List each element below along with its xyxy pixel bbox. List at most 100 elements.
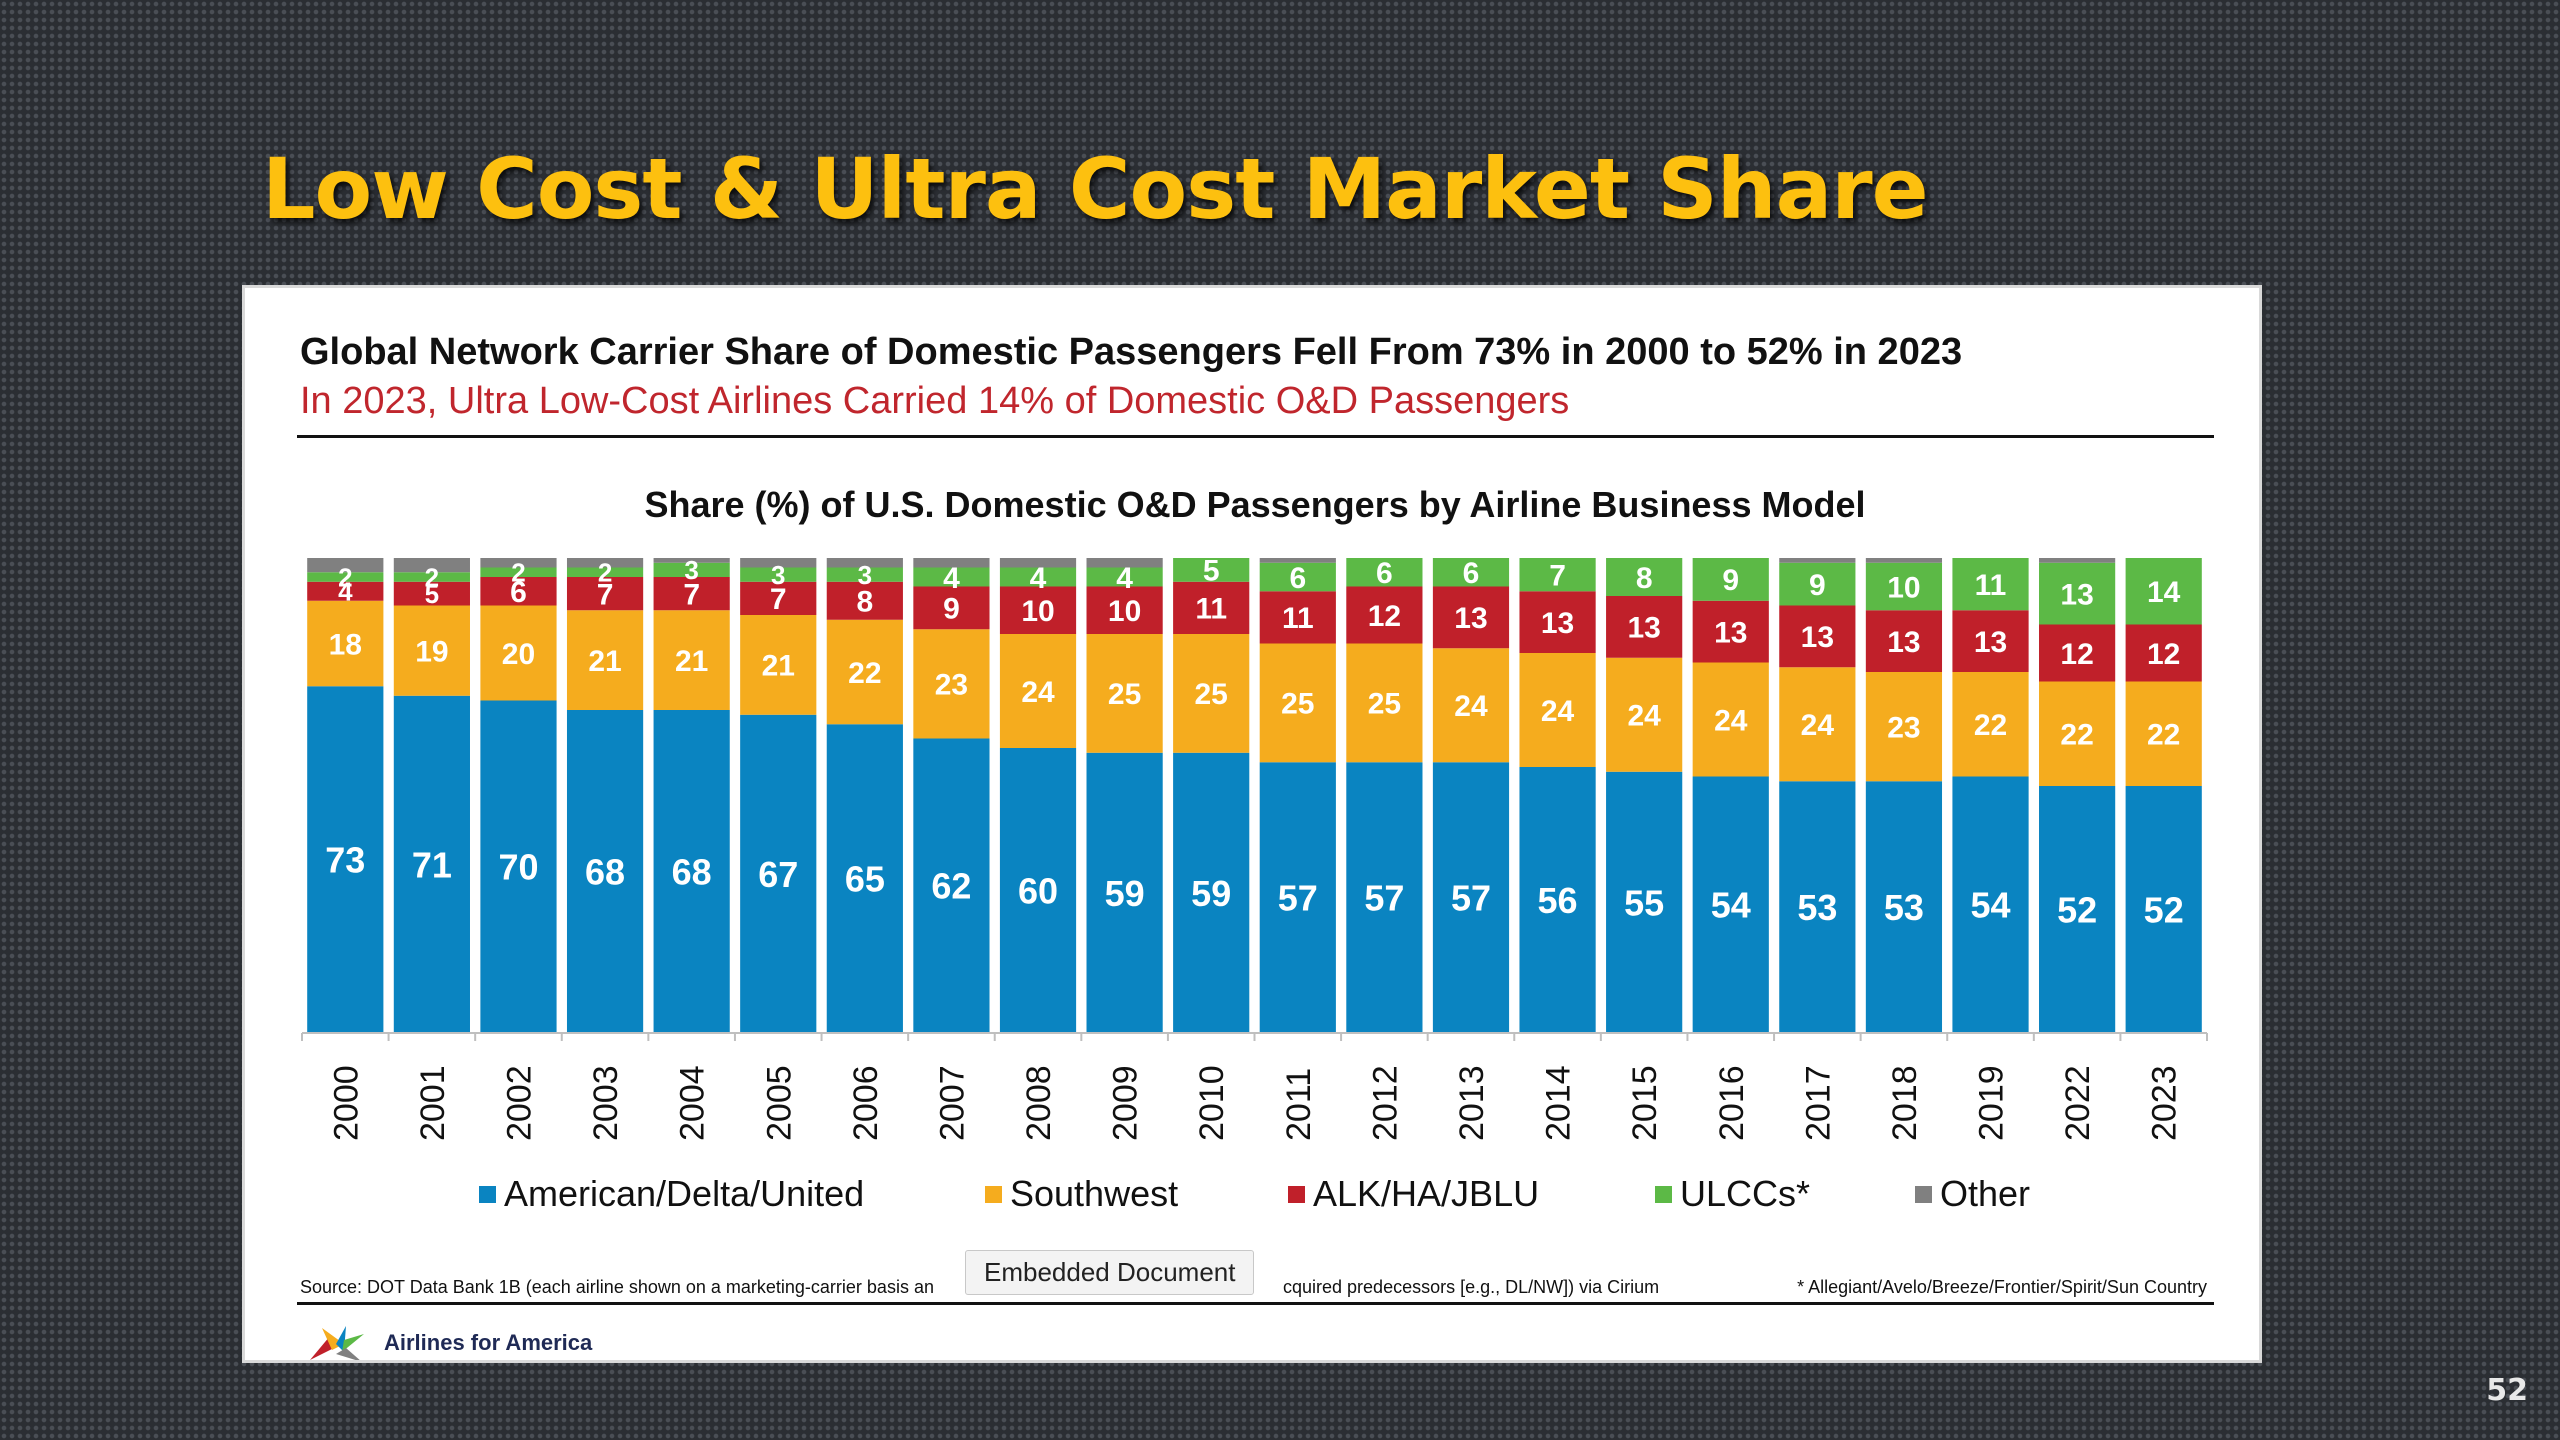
x-tick-label: 2011 — [1280, 1068, 1318, 1141]
bar-segment — [1779, 562, 1856, 606]
x-tick-label: 2010 — [1193, 1065, 1231, 1141]
chart-subheadline: In 2023, Ultra Low-Cost Airlines Carried… — [300, 380, 1570, 422]
bar-segment — [1865, 558, 1943, 563]
data-label: 22 — [2147, 719, 2180, 752]
bar-segment — [1952, 776, 2029, 1033]
data-label: 65 — [845, 859, 885, 900]
data-label: 7 — [1549, 559, 1566, 592]
bar-segment — [1865, 781, 1943, 1033]
legend-label: American/Delta/United — [504, 1173, 865, 1214]
x-tick-label: 2016 — [1713, 1065, 1751, 1141]
data-label: 20 — [502, 638, 535, 671]
data-label: 11 — [1282, 602, 1314, 635]
chart-legend: American/Delta/United Southwest ALK/HA/JBL… — [245, 1173, 2259, 1223]
data-label: 13 — [1454, 602, 1487, 635]
data-label: 2 — [338, 562, 352, 592]
data-label: 23 — [935, 669, 968, 702]
data-label: 23 — [1887, 711, 1920, 744]
bar-segment — [307, 558, 384, 573]
a4a-star-icon — [310, 1326, 364, 1360]
bar-segment — [740, 714, 817, 1033]
data-label: 14 — [2147, 576, 2181, 609]
data-label: 4 — [338, 577, 353, 607]
bar-segment — [653, 562, 730, 577]
data-label: 13 — [2060, 578, 2093, 611]
data-label: 22 — [1974, 709, 2007, 742]
bar-segment — [1952, 672, 2029, 777]
x-tick-label: 2008 — [1020, 1065, 1058, 1141]
embedded-chart-panel[interactable]: Global Network Carrier Share of Domestic… — [242, 285, 2262, 1363]
bar-segment — [1086, 586, 1163, 634]
bar-segment — [1952, 558, 2029, 611]
data-label: 24 — [1627, 700, 1661, 733]
legend-label: ALK/HA/JBLU — [1313, 1173, 1540, 1214]
slide-title: Low Cost & Ultra Cost Market Share — [262, 140, 1929, 238]
data-label: 8 — [856, 586, 873, 619]
data-label: 7 — [597, 578, 614, 611]
bar-segment — [307, 572, 384, 582]
data-label: 24 — [1021, 676, 1055, 709]
x-tick-label: 2019 — [1973, 1065, 2011, 1141]
data-label: 73 — [325, 840, 365, 881]
data-label: 8 — [1636, 562, 1653, 595]
data-label: 57 — [1278, 878, 1318, 919]
legend-label: Southwest — [1010, 1173, 1179, 1214]
bar-segment — [1086, 634, 1163, 753]
bar-segment — [2125, 624, 2202, 682]
bar-segment — [566, 567, 644, 577]
bar-segment — [2125, 558, 2202, 625]
bar-segment — [1779, 605, 1856, 668]
x-tick-label: 2009 — [1107, 1065, 1145, 1141]
bar-segment — [566, 710, 644, 1033]
bar-segment — [1519, 558, 1596, 592]
bar-segment — [2039, 562, 2116, 625]
bar-segment — [480, 558, 557, 568]
bar-segment — [566, 610, 644, 710]
legend-item: Southwest — [985, 1173, 1178, 1215]
data-label: 60 — [1018, 870, 1058, 911]
bar-segment — [826, 619, 903, 725]
data-label: 25 — [1108, 678, 1141, 711]
bar-segment — [653, 710, 730, 1033]
data-label: 24 — [1541, 695, 1575, 728]
data-label: 53 — [1797, 887, 1837, 928]
data-label: 25 — [1195, 678, 1228, 711]
bar-segment — [740, 558, 817, 568]
data-label: 10 — [1021, 595, 1054, 628]
data-label: 59 — [1105, 873, 1145, 914]
data-label: 3 — [858, 560, 872, 590]
data-label: 22 — [2060, 719, 2093, 752]
x-tick-label: 2014 — [1540, 1065, 1578, 1141]
footnote: * Allegiant/Avelo/Breeze/Frontier/Spirit… — [1797, 1277, 2207, 1297]
bar-segment — [653, 558, 730, 563]
data-label: 6 — [1376, 557, 1393, 590]
bar-segment — [1606, 657, 1683, 772]
bar-segment — [1259, 591, 1336, 644]
bar-segment — [913, 558, 990, 568]
source-note-tail: cquired predecessors [e.g., DL/NW]) via … — [1283, 1277, 1660, 1297]
bar-segment — [740, 567, 817, 582]
bar-segment — [393, 605, 470, 696]
data-label: 13 — [1714, 616, 1747, 649]
data-label: 10 — [1887, 571, 1920, 604]
legend-swatch — [985, 1185, 1002, 1203]
bar-segment — [1346, 586, 1423, 644]
bar-segment — [740, 615, 817, 715]
bar-segment — [1692, 662, 1769, 777]
data-label: 11 — [1975, 569, 2007, 602]
x-tick-label: 2017 — [1799, 1065, 1837, 1141]
x-tick-label: 2003 — [587, 1065, 625, 1141]
x-tick-label: 2004 — [674, 1065, 712, 1141]
source-note: Source: DOT Data Bank 1B (each airline s… — [300, 1277, 934, 1297]
bar-segment — [1606, 771, 1683, 1033]
bar-segment — [826, 558, 903, 568]
bar-segment — [1865, 672, 1943, 782]
bar-segment — [1346, 643, 1423, 763]
bar-segment — [740, 581, 817, 615]
data-label: 2 — [511, 558, 525, 588]
data-label: 57 — [1364, 878, 1404, 919]
bar-segment — [1346, 558, 1423, 587]
bar-segment — [480, 577, 557, 606]
bar-segment — [480, 700, 557, 1033]
data-label: 6 — [1289, 562, 1306, 595]
